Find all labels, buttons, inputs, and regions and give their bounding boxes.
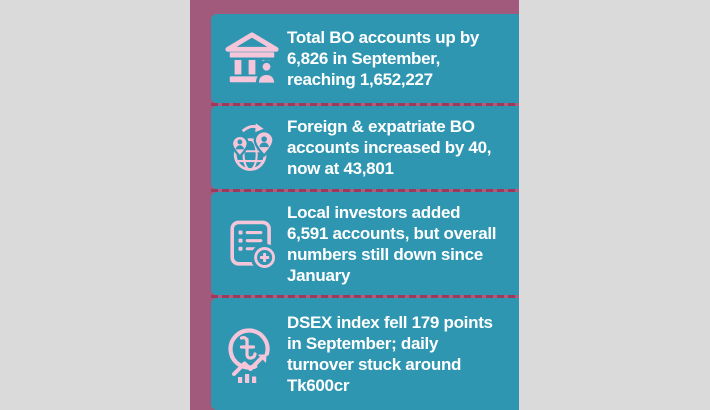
info-card-foreign-bo: Foreign & expatriate BO accounts increas… — [211, 106, 519, 189]
info-card-text: Local investors added 6,591 accounts, bu… — [287, 202, 497, 285]
card-stack: Total BO accounts up by 6,826 in Septemb… — [211, 14, 519, 410]
bank-building-icon — [217, 30, 287, 88]
info-card-dsex-index: DSEX index fell 179 points in September;… — [211, 298, 519, 410]
card-separator — [211, 103, 519, 106]
card-separator — [211, 189, 519, 192]
globe-location-pins-icon — [217, 120, 287, 176]
info-card-text: DSEX index fell 179 points in September;… — [287, 313, 493, 395]
info-card-text: Foreign & expatriate BO accounts increas… — [287, 117, 492, 178]
info-card-text: Total BO accounts up by 6,826 in Septemb… — [287, 28, 480, 89]
card-separator — [211, 295, 519, 298]
taka-market-growth-icon — [217, 324, 287, 384]
info-card-total-bo: Total BO accounts up by 6,826 in Septemb… — [211, 14, 519, 103]
info-card-local-investors: Local investors added 6,591 accounts, bu… — [211, 192, 519, 295]
ledger-add-account-icon — [217, 217, 287, 271]
infographic-band: Total BO accounts up by 6,826 in Septemb… — [190, 0, 519, 410]
